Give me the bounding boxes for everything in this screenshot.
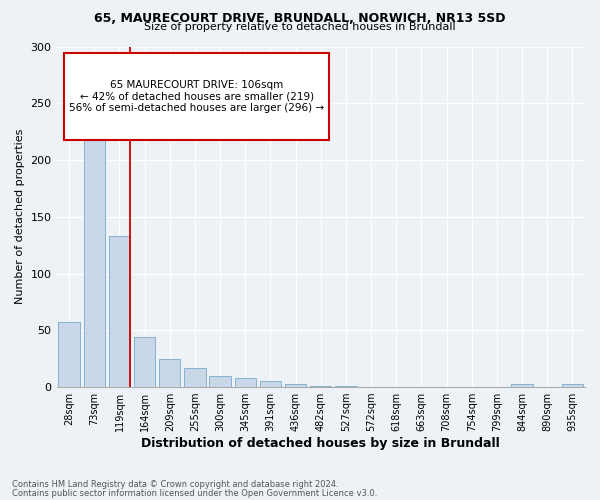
Bar [310, 386, 331, 387]
Bar [209, 376, 231, 387]
Bar [285, 384, 307, 387]
Bar [109, 236, 130, 387]
Text: 65 MAURECOURT DRIVE: 106sqm
← 42% of detached houses are smaller (219)
56% of se: 65 MAURECOURT DRIVE: 106sqm ← 42% of det… [69, 80, 324, 114]
Y-axis label: Number of detached properties: Number of detached properties [15, 129, 25, 304]
Bar [134, 337, 155, 387]
Bar [511, 384, 533, 387]
Text: Contains public sector information licensed under the Open Government Licence v3: Contains public sector information licen… [12, 488, 377, 498]
Bar [83, 114, 105, 387]
Bar [562, 384, 583, 387]
Bar [184, 368, 206, 387]
Bar [335, 386, 356, 387]
Bar [159, 358, 181, 387]
Bar [260, 382, 281, 387]
FancyBboxPatch shape [64, 54, 329, 140]
Bar [58, 322, 80, 387]
Text: Size of property relative to detached houses in Brundall: Size of property relative to detached ho… [144, 22, 456, 32]
Bar [235, 378, 256, 387]
X-axis label: Distribution of detached houses by size in Brundall: Distribution of detached houses by size … [142, 437, 500, 450]
Text: Contains HM Land Registry data © Crown copyright and database right 2024.: Contains HM Land Registry data © Crown c… [12, 480, 338, 489]
Text: 65, MAURECOURT DRIVE, BRUNDALL, NORWICH, NR13 5SD: 65, MAURECOURT DRIVE, BRUNDALL, NORWICH,… [94, 12, 506, 26]
